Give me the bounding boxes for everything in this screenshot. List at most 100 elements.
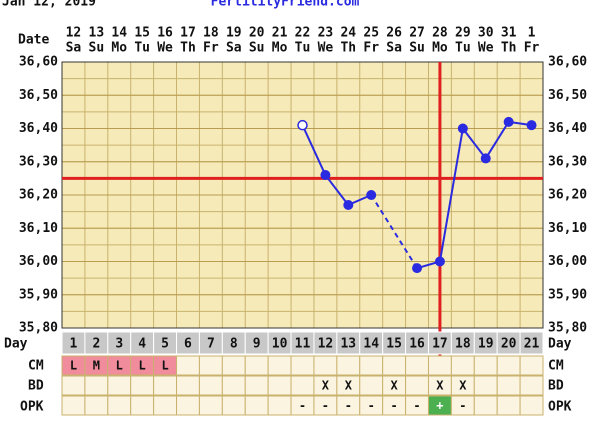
y-tick-label: 36,60: [548, 55, 587, 70]
opk-entry: -: [368, 399, 375, 413]
weekday-label: Mo: [111, 41, 127, 56]
bd-cell: [244, 375, 269, 396]
bd-cell: [519, 375, 544, 396]
bd-entry: X: [459, 379, 467, 393]
y-tick-label: 36,10: [548, 221, 587, 236]
day-number: 11: [295, 337, 311, 352]
cm-entry: L: [139, 359, 146, 373]
bd-cell: [153, 375, 178, 396]
opk-cell: [61, 395, 86, 416]
y-tick-label: 36,50: [548, 88, 587, 103]
day-number: 18: [455, 337, 471, 352]
cm-entry: L: [161, 359, 168, 373]
opk-cell: [198, 395, 223, 416]
opk-cell: [519, 395, 544, 416]
weekday-label: We: [157, 41, 173, 56]
cm-cell: [176, 355, 200, 376]
data-point: [503, 116, 514, 127]
opk-cell: [496, 395, 521, 416]
x-tick-label: 12: [66, 26, 82, 41]
y-tick-label: 36,30: [548, 154, 587, 169]
x-tick-label: 31: [501, 26, 517, 41]
day-number: 2: [92, 337, 100, 352]
cm-cell: [473, 355, 498, 376]
day-number: 21: [524, 337, 540, 352]
y-tick-label: 36,20: [19, 188, 58, 203]
header-site: FertilityFriend.com: [211, 0, 360, 10]
opk-entry: -: [413, 399, 420, 413]
line-segment: [301, 124, 327, 176]
day-label: Day: [4, 337, 28, 352]
y-tick-label: 36,00: [548, 254, 587, 269]
weekday-label: Sa: [226, 41, 242, 56]
opk-cell: [176, 395, 200, 416]
cm-cell: [519, 355, 544, 376]
weekday-label: Tu: [295, 41, 311, 56]
y-tick-label: 36,40: [548, 121, 587, 136]
opk-cell: [153, 395, 178, 416]
x-tick-label: 23: [318, 26, 334, 41]
cm-cell: [405, 355, 429, 376]
opk-cell: [107, 395, 132, 416]
x-tick-label: 25: [363, 26, 379, 41]
opk-cell: [473, 395, 498, 416]
y-tick-label: 36,30: [19, 154, 58, 169]
weekday-label: Th: [180, 41, 196, 56]
cm-entry: L: [70, 359, 77, 373]
day-number: 20: [501, 337, 517, 352]
bd-entry: X: [436, 379, 444, 393]
data-point: [343, 199, 354, 210]
y-tick-label: 35,90: [19, 287, 58, 302]
day-number: 15: [386, 337, 402, 352]
opk-entry: +: [436, 399, 443, 413]
day-number: 13: [340, 337, 356, 352]
opk-cell: [221, 395, 246, 416]
cm-cell: [267, 355, 292, 376]
cm-cell: [450, 355, 475, 376]
bd-cell: [405, 375, 429, 396]
cm-cell: [198, 355, 223, 376]
day-number: 5: [161, 337, 169, 352]
y-tick-label: 35,80: [548, 321, 587, 336]
x-tick-label: 17: [180, 26, 196, 41]
bd-entry: X: [391, 379, 399, 393]
weekday-label: Fr: [363, 41, 379, 56]
cm-entry: M: [93, 359, 100, 373]
data-point: [457, 123, 468, 134]
plot-border: [61, 61, 544, 329]
day-number: 9: [253, 337, 261, 352]
line-segment: [484, 121, 510, 159]
cm-cell: [221, 355, 246, 376]
day-number: 6: [184, 337, 192, 352]
y-tick-label: 35,80: [19, 321, 58, 336]
day-number: 4: [138, 337, 146, 352]
x-tick-label: 1: [528, 26, 536, 41]
y-tick-label: 36,00: [19, 254, 58, 269]
day-number: 17: [432, 337, 448, 352]
data-point: [434, 256, 445, 267]
opk-label: OPK: [20, 400, 44, 415]
bd-cell: [221, 375, 246, 396]
weekday-label: Su: [89, 41, 105, 56]
opk-entry: -: [322, 399, 329, 413]
x-tick-label: 15: [134, 26, 150, 41]
cm-cell: [359, 355, 384, 376]
bd-cell: [198, 375, 223, 396]
y-tick-label: 36,20: [548, 188, 587, 203]
y-tick-label: 36,10: [19, 221, 58, 236]
bd-cell: [61, 375, 86, 396]
bd-cell: [107, 375, 132, 396]
x-tick-label: 13: [89, 26, 105, 41]
weekday-label: Sa: [66, 41, 82, 56]
x-tick-label: 20: [249, 26, 265, 41]
bd-cell: [176, 375, 200, 396]
x-tick-label: 27: [409, 26, 425, 41]
bd-entry: X: [322, 379, 330, 393]
cm-cell: [290, 355, 315, 376]
data-point: [320, 170, 331, 181]
day-label: Day: [548, 337, 572, 352]
day-number: 19: [478, 337, 494, 352]
cm-cell: [496, 355, 521, 376]
day-number: 10: [272, 337, 288, 352]
